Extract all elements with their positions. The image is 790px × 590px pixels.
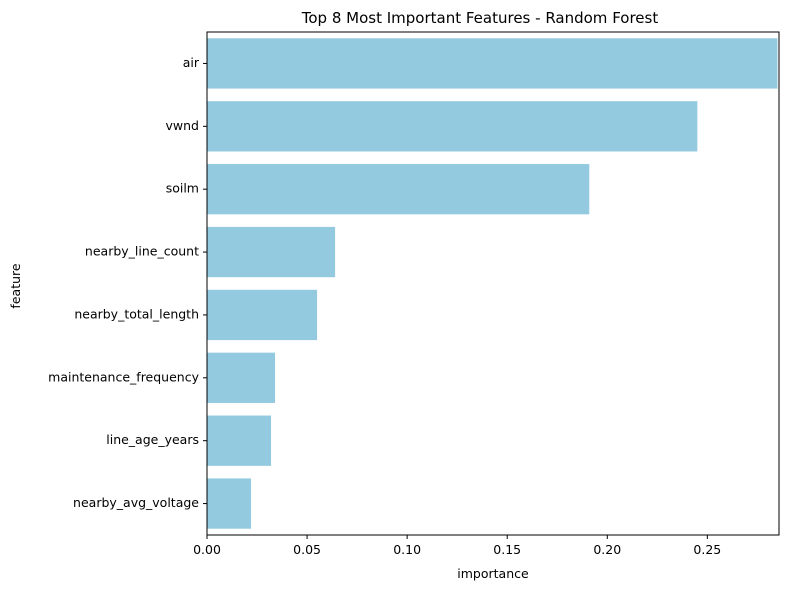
plot-frame [206, 31, 780, 536]
bar-nearby_line_count [207, 226, 336, 278]
bar-line_age_years [207, 415, 272, 466]
y-tick-label: line_age_years [106, 432, 199, 447]
x-axis-label: importance [457, 566, 529, 581]
x-tick-label: 0.05 [293, 542, 321, 557]
y-tick-label: soilm [166, 181, 199, 196]
x-tick-label: 0.15 [493, 542, 521, 557]
bars-layer [207, 38, 778, 529]
y-tick-label: nearby_avg_voltage [73, 495, 199, 510]
bar-maintenance_frequency [207, 352, 276, 403]
y-tick-label: vwnd [166, 118, 199, 133]
y-axis-ticks: air vwnd soilm nearby_line_count nearby_tota… [48, 55, 207, 510]
bar-soilm [207, 164, 590, 215]
bar-nearby_total_length [207, 289, 318, 341]
x-tick-label: 0.10 [393, 542, 421, 557]
x-tick-label: 0.00 [193, 542, 221, 557]
x-tick-label: 0.20 [593, 542, 621, 557]
x-axis-ticks: 0.00 0.05 0.10 0.15 0.20 0.25 [193, 535, 721, 557]
x-tick-label: 0.25 [693, 542, 721, 557]
y-tick-label: nearby_total_length [74, 306, 199, 321]
y-tick-label: nearby_line_count [85, 244, 199, 259]
y-tick-label: air [183, 55, 200, 70]
y-axis-label: feature [8, 263, 23, 308]
bar-vwnd [207, 101, 698, 152]
y-tick-label: maintenance_frequency [48, 369, 199, 384]
bar-nearby_avg_voltage [207, 478, 252, 529]
chart-title: Top 8 Most Important Features - Random F… [301, 9, 659, 27]
bar-air [207, 38, 778, 89]
